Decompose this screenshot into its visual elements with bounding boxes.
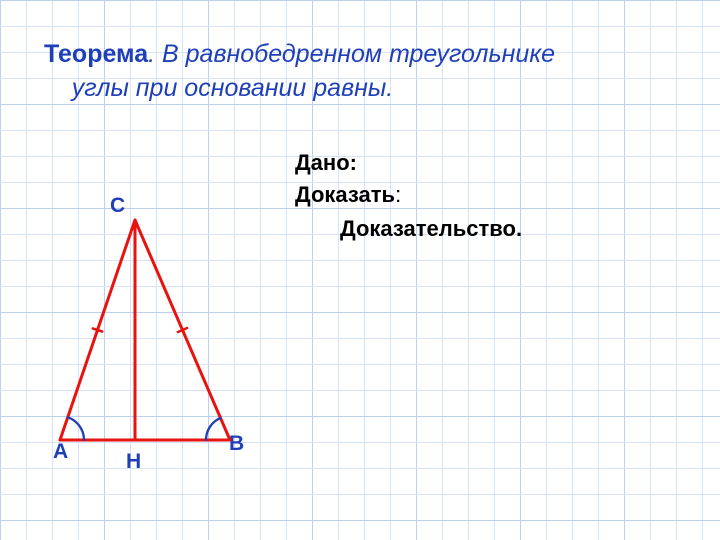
given-label: Дано: [295,150,357,176]
theorem-keyword: Теорема [44,40,148,68]
prove-label: Доказать: [295,182,401,208]
theorem-heading: Теорема. В равнобедренном треугольнике у… [44,38,680,106]
theorem-sep: . [148,40,162,68]
prove-keyword: Доказать [295,182,395,207]
triangle-diagram [40,200,260,460]
proof-label: Доказательство. [340,216,522,242]
prove-sep: : [395,182,401,207]
theorem-line1: В равнобедренном треугольнике [162,40,555,68]
theorem-line2: углы при основании равны. [72,74,393,102]
